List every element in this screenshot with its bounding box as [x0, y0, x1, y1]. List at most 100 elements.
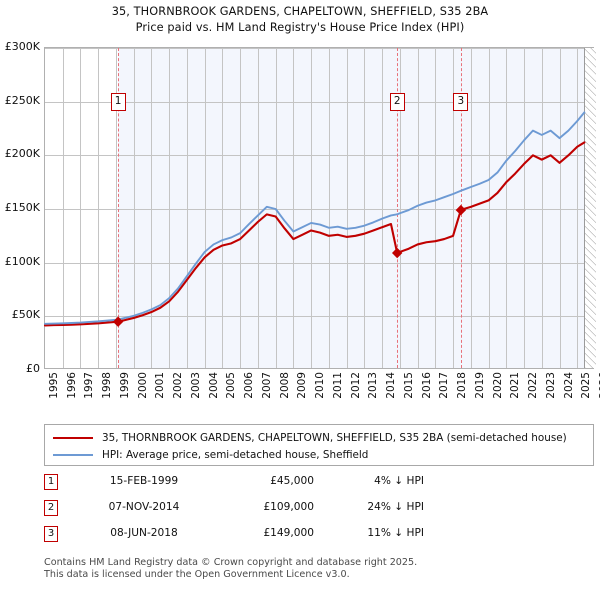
gridline-vertical [169, 48, 171, 368]
gridline-vertical [62, 48, 64, 368]
gridline-horizontal [45, 316, 593, 318]
x-axis-tick-label: 1997 [83, 372, 96, 399]
chart-series-svg [43, 111, 586, 327]
gridline-horizontal [45, 209, 593, 210]
gridline-vertical [115, 48, 117, 368]
title-line-2: Price paid vs. HM Land Registry's House … [135, 21, 465, 34]
gridline-horizontal [45, 155, 593, 157]
legend-item-price-paid: 35, THORNBROOK GARDENS, CHAPELTOWN, SHEF… [53, 430, 585, 445]
gridline-vertical [364, 48, 366, 368]
sale-hpi-delta: 24% ↓ HPI [367, 501, 424, 513]
gridline-vertical [435, 48, 437, 368]
x-axis-tick-label: 2018 [456, 372, 469, 399]
gridline-vertical [133, 48, 135, 368]
sale-price: £109,000 [263, 501, 314, 513]
sale-hpi-delta: 4% ↓ HPI [374, 475, 424, 487]
legend-swatch-price-paid [53, 436, 93, 439]
sale-event-line [118, 48, 120, 368]
chart-plot-area: 1 2 3 [43, 47, 596, 369]
ownership-shaded-region [118, 48, 595, 368]
x-axis-tick-label: 2020 [491, 372, 504, 399]
gridline-vertical [346, 48, 348, 368]
x-axis-tick-label: 2003 [189, 372, 202, 399]
gridline-vertical [524, 48, 526, 368]
legend-swatch-hpi [53, 453, 93, 456]
x-axis-tick-label: 1996 [65, 372, 78, 399]
sale-marker-badge[interactable]: 2 [389, 92, 405, 111]
sale-date: 08-JUN-2018 [110, 527, 178, 539]
x-axis-tick-label: 2002 [172, 372, 185, 399]
y-axis-tick-label: £150K [4, 201, 40, 214]
series-line-price-paid [43, 141, 586, 327]
x-axis-tick-label: 2009 [296, 372, 309, 399]
y-axis-tick-label: £100K [4, 254, 40, 268]
x-axis-tick-label: 2024 [562, 372, 575, 399]
x-axis-tick-label: 2010 [314, 372, 327, 399]
x-axis-tick-label: 2013 [367, 372, 380, 399]
x-axis-tick-label: 2007 [260, 372, 273, 399]
gridline-vertical [417, 48, 419, 368]
sale-marker-badge[interactable]: 3 [453, 92, 469, 111]
legend-label-hpi: HPI: Average price, semi-detached house,… [102, 448, 369, 461]
table-row[interactable]: 2 07-NOV-2014 £109,000 24% ↓ HPI [44, 498, 444, 524]
gridline-vertical [80, 48, 82, 368]
gridline-vertical [240, 48, 242, 368]
x-axis-tick-label: 2006 [243, 372, 256, 399]
series-line-hpi [44, 111, 586, 325]
table-row[interactable]: 3 08-JUN-2018 £149,000 11% ↓ HPI [44, 524, 444, 550]
x-axis-tick-label: 1995 [48, 372, 60, 399]
gridline-vertical [453, 48, 455, 368]
y-axis-tick-label: £200K [4, 147, 40, 161]
table-row[interactable]: 1 15-FEB-1999 £45,000 4% ↓ HPI [44, 472, 444, 498]
x-axis-tick-label: 2015 [402, 372, 415, 399]
sale-hpi-delta: 11% ↓ HPI [367, 527, 424, 539]
x-axis-tick-label: 1998 [101, 372, 114, 399]
gridline-vertical [399, 48, 401, 368]
x-axis-tick-label: 2008 [278, 372, 291, 399]
sale-price: £149,000 [263, 527, 314, 539]
footer-line-2: This data is licensed under the Open Gov… [44, 568, 350, 580]
gridline-vertical [186, 48, 188, 368]
x-axis: 1995 1996 1997 1998 1999 2000 2001 2002 2003 2004… [44, 372, 600, 408]
sale-index-badge: 2 [44, 500, 58, 516]
legend-label-price-paid: 35, THORNBROOK GARDENS, CHAPELTOWN, SHEF… [102, 431, 567, 444]
gridline-vertical [204, 48, 206, 368]
x-axis-tick-label: 2017 [438, 372, 451, 399]
gridline-vertical [275, 48, 277, 368]
y-axis-tick-label: £50K [11, 308, 40, 322]
legend-item-hpi: HPI: Average price, semi-detached house,… [53, 447, 585, 462]
y-axis-tick-label: £300K [4, 40, 40, 53]
title-line-1: 35, THORNBROOK GARDENS, CHAPELTOWN, SHEF… [111, 5, 489, 18]
gridline-vertical [470, 48, 472, 368]
footer-attribution: Contains HM Land Registry data © Crown c… [44, 557, 584, 580]
gridline-vertical [328, 48, 330, 368]
x-axis-tick-label: 2011 [331, 372, 344, 399]
x-axis-tick-label: 2023 [544, 372, 557, 399]
gridline-vertical [222, 48, 224, 368]
x-axis-tick-label: 2022 [527, 372, 540, 399]
x-axis-tick-label: 2016 [420, 372, 433, 399]
gridline-vertical [506, 48, 508, 368]
gridline-vertical [541, 48, 543, 368]
sale-marker-badge[interactable]: 1 [110, 92, 126, 111]
gridline-vertical [382, 48, 384, 368]
y-axis-tick-label: £250K [4, 93, 40, 107]
gridline-vertical [559, 48, 561, 368]
sale-point-marker [112, 316, 124, 327]
future-projection-region [584, 48, 596, 368]
x-axis-tick-label: 2001 [154, 372, 167, 399]
x-axis-tick-label: 2005 [225, 372, 238, 399]
gridline-vertical [488, 48, 490, 368]
x-axis-tick-label: 1999 [118, 372, 131, 399]
gridline-vertical [293, 48, 295, 368]
footer-line-1: Contains HM Land Registry data © Crown c… [44, 557, 418, 568]
sale-index-badge: 1 [44, 474, 58, 490]
gridline-horizontal [45, 48, 593, 49]
sale-point-marker [391, 247, 403, 259]
x-axis-tick-label: 2019 [473, 372, 486, 399]
x-axis-tick-label: 2025 [580, 372, 593, 399]
gridline-vertical [577, 48, 579, 368]
gridline-horizontal [45, 262, 593, 264]
sale-date: 07-NOV-2014 [108, 501, 180, 513]
